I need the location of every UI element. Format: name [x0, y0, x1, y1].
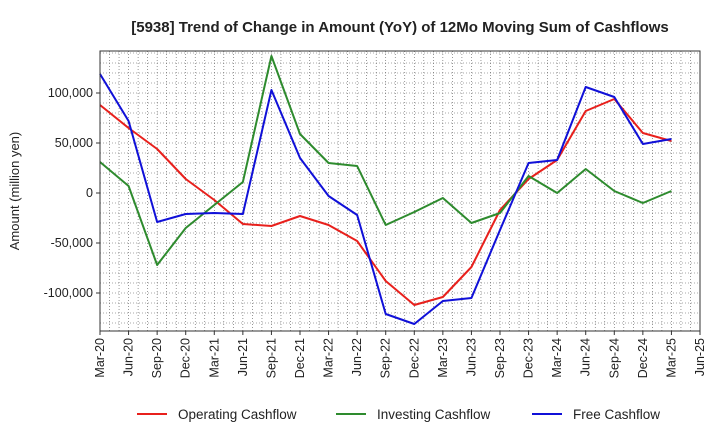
x-tick-label: Sep-24 — [607, 338, 621, 378]
x-tick-label: Mar-20 — [93, 338, 107, 378]
y-tick-label: -50,000 — [51, 236, 93, 250]
legend-label-operating-cashflow: Operating Cashflow — [178, 407, 297, 422]
x-tick-label: Jun-24 — [579, 338, 593, 376]
series-line-free-cashflow — [99, 73, 672, 325]
x-tick-label: Sep-22 — [379, 338, 393, 378]
x-tick-label: Jun-21 — [236, 338, 250, 376]
x-tick-label: Sep-23 — [493, 338, 507, 378]
y-axis-ticks: 100,000 50,000 0 -50,000 -100,000 — [44, 86, 100, 300]
x-tick-label: Mar-21 — [207, 338, 221, 378]
x-tick-label: Dec-23 — [522, 338, 536, 378]
x-tick-label: Jun-25 — [693, 338, 707, 376]
plot-frame — [99, 50, 701, 332]
y-tick-label: -100,000 — [44, 286, 93, 300]
x-axis-ticks: Mar-20 Jun-20 Sep-20 Dec-20 Mar-21 Jun-21 Sep-… — [93, 331, 707, 378]
x-tick-label: Sep-20 — [150, 338, 164, 378]
x-tick-label: Mar-22 — [322, 338, 336, 378]
x-tick-label: Dec-22 — [407, 338, 421, 378]
x-tick-label: Jun-22 — [350, 338, 364, 376]
x-tick-label: Mar-23 — [436, 338, 450, 378]
y-tick-label: 100,000 — [48, 86, 93, 100]
legend-label-free-cashflow: Free Cashflow — [573, 407, 660, 422]
y-tick-label: 0 — [86, 186, 93, 200]
x-tick-label: Dec-24 — [636, 338, 650, 378]
x-tick-label: Jun-20 — [122, 338, 136, 376]
series-line-investing-cashflow — [99, 55, 672, 266]
x-tick-label: Dec-20 — [179, 338, 193, 378]
series-line-operating-cashflow — [99, 98, 672, 306]
legend: Operating Cashflow Investing Cashflow Free… — [137, 407, 660, 422]
y-axis-label: Amount (million yen) — [7, 132, 22, 251]
x-tick-label: Dec-21 — [293, 338, 307, 378]
x-tick-label: Mar-25 — [664, 338, 678, 378]
x-tick-label: Sep-21 — [264, 338, 278, 378]
legend-label-investing-cashflow: Investing Cashflow — [377, 407, 491, 422]
x-tick-label: Jun-23 — [464, 338, 478, 376]
grid-lines — [99, 51, 701, 331]
series-lines — [99, 55, 672, 325]
x-tick-label: Mar-24 — [550, 338, 564, 378]
chart-title: [5938] Trend of Change in Amount (YoY) o… — [131, 19, 669, 36]
y-tick-label: 50,000 — [55, 136, 93, 150]
